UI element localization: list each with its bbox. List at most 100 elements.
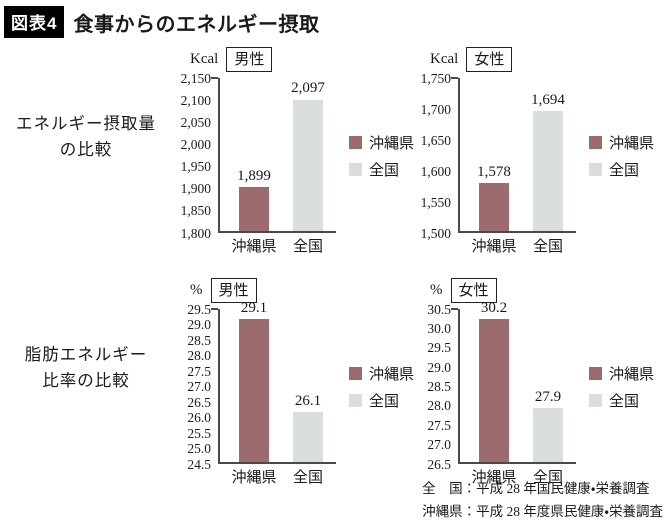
source-note-national: 全 国：平成 28 年国民健康・栄養調査	[422, 481, 650, 497]
y-tick-label: 2,150	[180, 70, 211, 86]
y-tick-label: 28.0	[187, 348, 211, 363]
y-axis: 24.5 25.0 25.5 26.0 26.5 27.0 27.5 28.0 28.5 29.0…	[172, 302, 218, 470]
y-tick-label: 30.0	[427, 320, 451, 336]
y-tick-label: 30.5	[427, 301, 451, 317]
chart-energy-female: Kcal 女性 1,500 1,550 1,600 1,650 1,700 1,750 1,57…	[400, 44, 670, 259]
chart-energy-male: Kcal 男性 1,800 1,850 1,900 1,950 2,000 2,050 2,10…	[172, 44, 414, 259]
charts-grid: エネルギー摂取量 の比較 Kcal 男性 1,800 1,850 1,900 1,950 2…	[0, 44, 670, 490]
y-axis: 1,500 1,550 1,600 1,650 1,700 1,750	[412, 71, 458, 239]
y-tick-label: 1,800	[180, 225, 211, 241]
bar-value-label: 26.1	[294, 393, 322, 410]
y-tick-label: 28.5	[427, 379, 451, 394]
legend-item: 全国	[589, 159, 654, 180]
legend-item: 全国	[349, 390, 414, 411]
bar-okinawa	[239, 319, 269, 462]
y-tick-label: 26.5	[427, 456, 451, 472]
figure-number-badge: 図表4	[4, 6, 65, 38]
y-tick-label: 26.5	[187, 394, 211, 410]
x-category-label: 全国	[292, 239, 323, 255]
chart-head: % 女性	[430, 277, 670, 303]
x-category-label: 沖縄県	[231, 470, 277, 486]
y-tick-label: 1,950	[180, 159, 211, 175]
legend-label: 全国	[369, 162, 400, 179]
group-label: 女性	[466, 46, 513, 72]
y-axis-unit-label: Kcal	[430, 50, 459, 67]
y-tick-label: 25.0	[187, 441, 211, 456]
y-tick-label: 24.5	[187, 456, 211, 472]
row-label-fat-ratio: 脂肪エネルギー 比率の比較	[0, 275, 172, 490]
bar-okinawa	[239, 187, 269, 231]
y-axis-unit-label: %	[190, 281, 203, 298]
y-tick-label: 29.0	[427, 359, 451, 375]
legend-swatch-national	[589, 162, 602, 176]
plot-area: 29.1 沖縄県 26.1 全国	[211, 301, 336, 486]
bar-national	[533, 110, 563, 231]
legend: 沖縄県 全国	[589, 132, 654, 180]
chart-head: % 男性	[190, 277, 400, 303]
legend-label: 沖縄県	[609, 366, 655, 383]
y-tick-label: 29.5	[427, 340, 451, 356]
x-category-label: 沖縄県	[231, 239, 277, 255]
x-category-label: 全国	[532, 470, 563, 486]
chart-body: 24.5 25.0 25.5 26.0 26.5 27.0 27.5 28.0 28.5 29.0…	[172, 301, 414, 486]
y-tick-label: 1,500	[420, 225, 451, 241]
y-axis-unit-label: %	[430, 281, 443, 298]
y-tick-label: 29.5	[187, 301, 211, 317]
bar-national	[533, 407, 563, 462]
legend-swatch-okinawa	[589, 366, 602, 380]
bar-okinawa	[479, 182, 509, 231]
legend-swatch-okinawa	[349, 135, 362, 149]
y-tick-label: 1,850	[180, 203, 211, 219]
legend-label: 沖縄県	[369, 366, 415, 383]
y-tick-label: 29.0	[187, 317, 211, 332]
legend-label: 沖縄県	[609, 135, 655, 152]
bar-national	[293, 99, 323, 231]
y-tick-label: 1,600	[420, 163, 451, 179]
chart-head: Kcal 女性	[430, 46, 670, 72]
legend-swatch-national	[589, 393, 602, 407]
legend-label: 全国	[609, 162, 640, 179]
legend-label: 全国	[609, 393, 640, 410]
y-tick-label: 2,100	[180, 92, 211, 108]
x-category-label: 沖縄県	[471, 239, 517, 255]
legend-label: 沖縄県	[369, 135, 415, 152]
legend: 沖縄県 全国	[589, 363, 654, 411]
plot-area: 1,578 沖縄県 1,694 全国	[451, 77, 576, 255]
y-tick-label: 27.0	[187, 379, 211, 394]
bar-national	[293, 412, 323, 462]
y-tick-label: 27.5	[187, 363, 211, 379]
y-tick-label: 1,650	[420, 132, 451, 148]
plot-area: 1,899 沖縄県 2,097 全国	[211, 77, 336, 255]
legend-item: 全国	[349, 159, 414, 180]
y-tick-label: 1,900	[180, 181, 211, 197]
legend-item: 沖縄県	[589, 363, 654, 384]
row-label-line: エネルギー摂取量	[16, 113, 156, 133]
legend: 沖縄県 全国	[349, 132, 414, 180]
x-category-label: 沖縄県	[471, 470, 517, 486]
plot-area: 30.2 沖縄県 27.9 全国	[451, 300, 576, 486]
y-tick-label: 2,000	[180, 136, 211, 152]
y-axis-unit-label: Kcal	[190, 50, 219, 67]
source-note-okinawa: 沖縄県：平成 28 年度県民健康・栄養調査	[422, 503, 663, 519]
row-label-line: 比率の比較	[42, 370, 130, 390]
bar-okinawa	[479, 318, 509, 462]
chart-fat-male: % 男性 24.5 25.0 25.5 26.0 26.5 27.0 27.5 28.0 28.5 2…	[172, 275, 414, 490]
bar-value-label: 29.1	[240, 300, 268, 317]
bar-value-label: 27.9	[534, 388, 562, 405]
x-category-label: 全国	[532, 239, 563, 255]
chart-fat-female: % 女性 26.5 27.0 27.5 28.0 28.5 29.0 29.5 30.0 30.5 3…	[400, 275, 670, 490]
legend-swatch-national	[349, 393, 362, 407]
legend-swatch-national	[349, 162, 362, 176]
row-label-energy-intake: エネルギー摂取量 の比較	[0, 44, 172, 259]
x-category-label: 全国	[292, 470, 323, 486]
group-label: 男性	[210, 277, 257, 303]
y-tick-label: 25.5	[187, 425, 211, 441]
chart-body: 1,800 1,850 1,900 1,950 2,000 2,050 2,100 2,150…	[172, 71, 414, 255]
legend-item: 沖縄県	[349, 132, 414, 153]
group-label: 女性	[450, 277, 497, 303]
y-tick-label: 27.5	[427, 417, 451, 433]
bar-value-label: 1,694	[531, 91, 565, 108]
y-tick-label: 1,550	[420, 194, 451, 210]
y-tick-label: 26.0	[187, 410, 211, 425]
